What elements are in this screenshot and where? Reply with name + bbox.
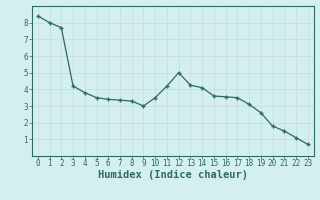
X-axis label: Humidex (Indice chaleur): Humidex (Indice chaleur): [98, 170, 248, 180]
